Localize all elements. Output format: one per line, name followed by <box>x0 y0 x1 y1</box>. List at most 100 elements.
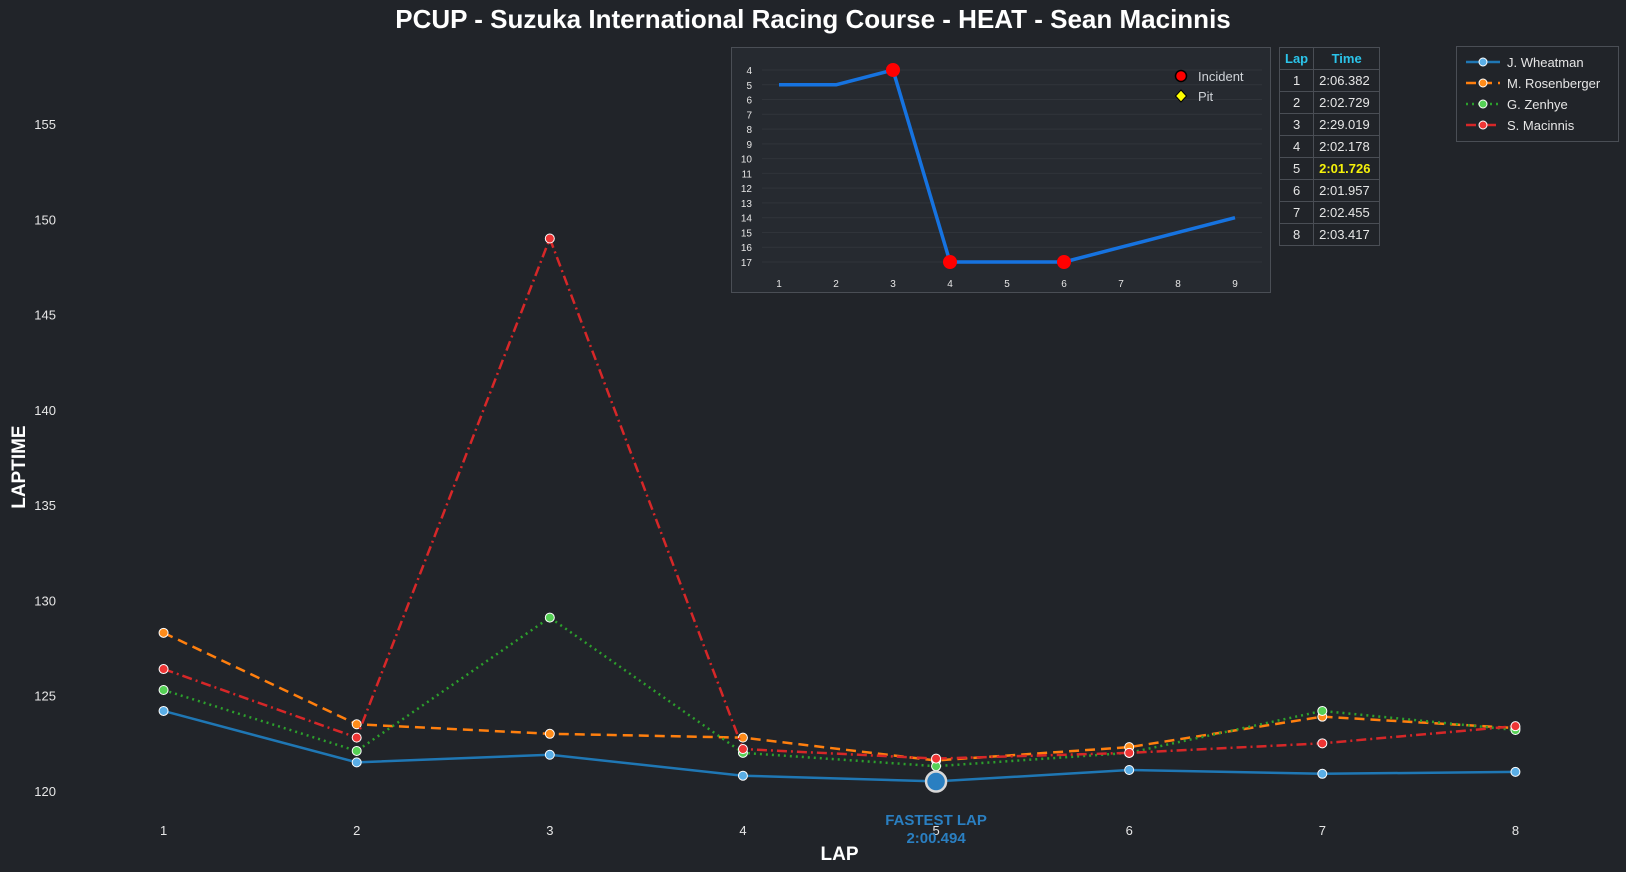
series-line <box>163 631 1516 762</box>
legend-label: M. Rosenberger <box>1507 75 1601 91</box>
pit-legend-label: Pit <box>1198 89 1214 104</box>
lap-number-cell: 2 <box>1278 91 1315 114</box>
y-axis-label: LAPTIME <box>9 425 30 508</box>
series-line <box>163 709 1516 783</box>
data-point <box>351 719 362 730</box>
table-header-lap: Lap <box>1278 47 1315 70</box>
lap-time-cell: 2:03.417 <box>1313 223 1381 246</box>
inset-x-tick-label: 3 <box>890 279 896 290</box>
y-tick-label: 125 <box>34 689 56 704</box>
data-point <box>158 627 169 638</box>
series-line <box>163 616 1516 768</box>
table-row: 7 2:02.455 <box>1278 201 1381 224</box>
series-3 <box>158 233 1521 764</box>
lap-number-cell: 3 <box>1278 113 1315 136</box>
position-line <box>779 68 1236 264</box>
incident-legend-icon <box>1174 69 1188 83</box>
lap-number-cell: 1 <box>1278 69 1315 92</box>
inset-y-tick-label: 11 <box>742 169 753 180</box>
data-point <box>1124 764 1135 775</box>
data-point <box>351 745 362 756</box>
x-tick-label: 7 <box>1319 823 1326 838</box>
data-point <box>351 757 362 768</box>
lap-time-cell: 2:01.726 <box>1313 157 1381 180</box>
y-tick-label: 140 <box>34 403 56 418</box>
inset-y-tick-label: 16 <box>741 243 753 254</box>
y-tick-label: 135 <box>34 498 56 513</box>
legend-swatch <box>1466 57 1500 67</box>
data-point <box>1317 768 1328 779</box>
data-point <box>1124 747 1135 758</box>
fastest-lap-time: 2:00.494 <box>906 830 966 847</box>
lap-time-cell: 2:02.455 <box>1313 201 1381 224</box>
legend-marker <box>1478 57 1488 67</box>
table-row: 1 2:06.382 <box>1278 69 1381 92</box>
data-point <box>158 684 169 695</box>
x-tick-label: 1 <box>160 823 167 838</box>
inset-x-tick-label: 1 <box>776 279 782 290</box>
legend-item: J. Wheatman <box>1465 52 1584 72</box>
table-row: 6 2:01.957 <box>1278 179 1381 202</box>
legend-marker <box>1478 99 1488 109</box>
inset-y-tick-label: 5 <box>746 81 752 92</box>
inset-y-tick-label: 15 <box>741 228 753 239</box>
lap-time-cell: 2:01.957 <box>1313 179 1381 202</box>
x-tick-label: 3 <box>546 823 553 838</box>
table-row: 2 2:02.729 <box>1278 91 1381 114</box>
table-row: 8 2:03.417 <box>1278 223 1381 246</box>
series-line <box>163 235 1516 760</box>
legend-item: G. Zenhye <box>1465 94 1568 114</box>
inset-y-tick-label: 12 <box>741 184 753 195</box>
inset-y-tick-label: 9 <box>746 140 752 151</box>
x-tick-label: 8 <box>1512 823 1519 838</box>
legend-swatch <box>1466 99 1500 109</box>
series-1 <box>158 627 1521 766</box>
y-tick-label: 155 <box>34 117 56 132</box>
table-row: 5 2:01.726 <box>1278 157 1381 180</box>
inset-y-tick-label: 7 <box>746 110 752 121</box>
inset-x-tick-label: 8 <box>1175 279 1181 290</box>
pit-legend-icon <box>1174 89 1188 103</box>
lap-number-cell: 7 <box>1278 201 1315 224</box>
data-point <box>351 732 362 743</box>
inset-x-tick-label: 2 <box>833 279 839 290</box>
legend-label: G. Zenhye <box>1507 96 1568 112</box>
legend-item: S. Macinnis <box>1465 115 1574 135</box>
legend: J. Wheatman M. Rosenberger G. Zenhye S. Mac… <box>1456 46 1619 142</box>
data-point <box>544 612 555 623</box>
y-tick-label: 130 <box>34 593 56 608</box>
legend-swatch <box>1466 78 1500 88</box>
data-point <box>544 749 555 760</box>
lap-times-table: Lap Time 1 2:06.382 2 2:02.729 3 2:29.019 4 2:0… <box>1278 47 1381 246</box>
legend-label: J. Wheatman <box>1507 54 1584 70</box>
lap-number-cell: 8 <box>1278 223 1315 246</box>
table-row: 3 2:29.019 <box>1278 113 1381 136</box>
inset-x-tick-label: 6 <box>1061 279 1067 290</box>
incident-marker <box>1057 255 1071 269</box>
y-tick-label: 120 <box>34 784 56 799</box>
legend-marker <box>1478 120 1488 130</box>
data-point <box>158 664 169 675</box>
inset-y-tick-label: 17 <box>741 258 753 269</box>
inset-y-tick-label: 13 <box>741 199 753 210</box>
inset-y-tick-label: 8 <box>746 125 752 136</box>
data-point <box>1510 766 1521 777</box>
inset-x-tick-label: 9 <box>1232 279 1238 290</box>
data-point <box>1317 738 1328 749</box>
inset-x-tick-label: 7 <box>1118 279 1124 290</box>
y-tick-label: 145 <box>34 308 56 323</box>
lap-time-cell: 2:29.019 <box>1313 113 1381 136</box>
data-point <box>544 728 555 739</box>
lap-time-cell: 2:06.382 <box>1313 69 1381 92</box>
table-row: 4 2:02.178 <box>1278 135 1381 158</box>
y-tick-label: 150 <box>34 212 56 227</box>
fastest-lap-label: FASTEST LAP <box>885 812 987 829</box>
data-point <box>544 233 555 244</box>
data-point <box>737 770 748 781</box>
inset-y-tick-label: 6 <box>746 96 752 107</box>
x-tick-label: 5 <box>932 823 939 838</box>
lap-number-cell: 5 <box>1278 157 1315 180</box>
position-inset-chart: 4 5 6 7 8 9 10 11 12 13 14 15 16 17 1 2 3 4 5 6 7 8 9 Incident P… <box>731 47 1271 293</box>
incident-marker <box>886 63 900 77</box>
